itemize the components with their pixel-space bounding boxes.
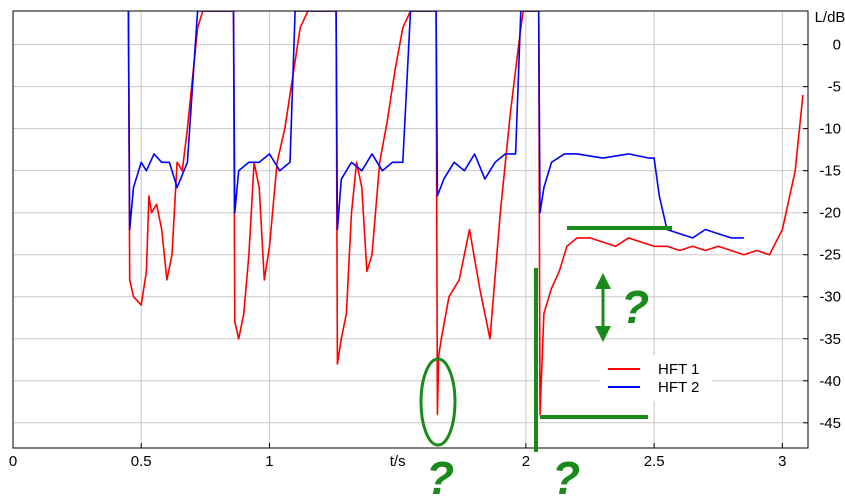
y-tick-label: 0 [833,37,841,54]
legend-box [600,355,712,401]
series-line-2 [127,11,744,239]
series-line-1 [127,11,804,416]
y-tick-label: -25 [819,247,841,264]
x-tick-label: 2.5 [644,453,665,470]
y-tick-label: -10 [819,121,841,138]
annotation-layer: ??? [419,226,672,496]
annotation-question-mark: ? [426,452,454,496]
y-tick-label: -5 [828,79,841,96]
legend-label: HFT 2 [658,379,699,396]
x-tick-label: 3 [778,453,786,470]
x-tick-label: 0.5 [131,453,152,470]
y-tick-label: -20 [819,205,841,222]
series-layer [127,11,804,416]
x-tick-label: 0 [9,453,17,470]
legend-label: HFT 1 [658,361,699,378]
x-axis-label: t/s [390,453,406,470]
annotation-question-mark: ? [621,281,649,333]
annotation-arrow-head-down [595,326,611,342]
y-tick-label: -45 [819,415,841,432]
y-tick-label: -40 [819,373,841,390]
x-tick-label: 1 [265,453,273,470]
annotation-arrow-head-up [595,273,611,289]
y-tick-label: -15 [819,163,841,180]
y-tick-label: -35 [819,331,841,348]
annotation-question-mark: ? [552,452,580,496]
y-tick-label: -30 [819,289,841,306]
x-tick-label: 2 [522,453,530,470]
axis-ticks: 0 -5 -10 -15 -20 -25 -30 -35 -40 -45 0 0.5 1 2 2.5 3 [9,37,841,470]
plot-frame [12,10,809,449]
y-axis-label: L/dB [815,9,845,26]
annotation-ellipse [419,357,457,447]
